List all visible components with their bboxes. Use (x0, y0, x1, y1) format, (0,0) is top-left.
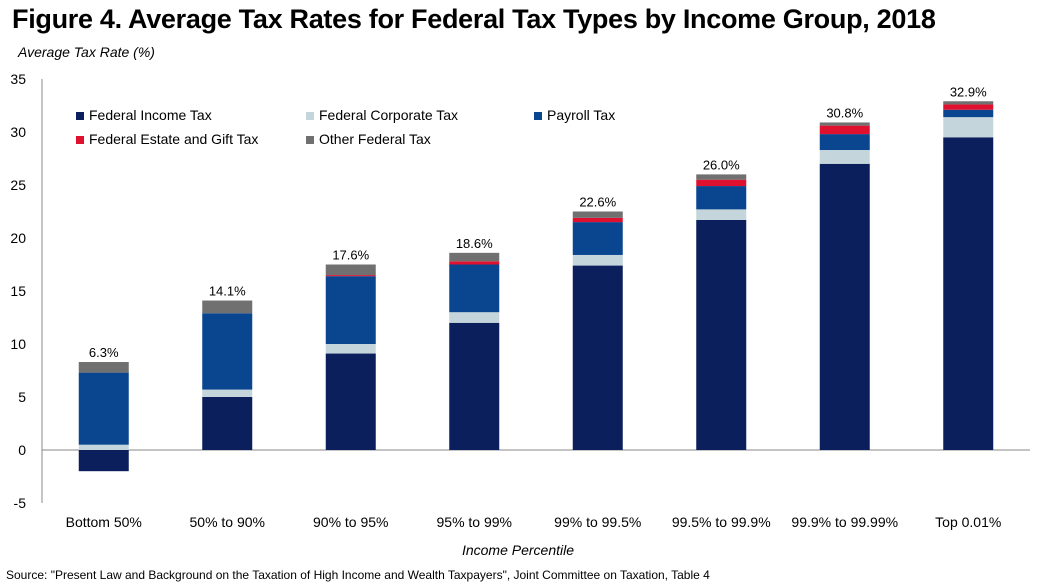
bar-segment-payroll-tax (202, 313, 253, 390)
bar-segment-federal-estate-and-gift-tax (696, 179, 747, 187)
bar-segment-federal-corporate-tax (819, 150, 870, 164)
bar-segment-federal-income-tax (78, 450, 129, 472)
bar-segment-federal-income-tax (696, 219, 747, 450)
x-tick-label: Bottom 50% (66, 514, 142, 530)
x-tick-label: 90% to 95% (313, 514, 389, 530)
bar-segment-federal-income-tax (943, 137, 994, 451)
total-label: 14.1% (209, 284, 246, 299)
legend: Federal Income Tax Federal Corporate Tax P… (76, 107, 615, 147)
legend-label: Other Federal Tax (319, 131, 431, 147)
bar-segment-federal-estate-and-gift-tax (325, 275, 376, 277)
bar-segment-other-federal-tax (696, 174, 747, 180)
legend-swatch (76, 136, 84, 144)
x-tick-label: 50% to 90% (190, 514, 266, 530)
total-label: 6.3% (89, 345, 119, 360)
bar-segment-payroll-tax (325, 276, 376, 344)
bar-segment-other-federal-tax (202, 300, 253, 314)
x-axis-tick-labels: Bottom 50% 50% to 90% 90% to 95% 95% to 99%… (66, 514, 1002, 530)
bar-segment-federal-corporate-tax (449, 312, 500, 323)
total-label: 18.6% (456, 236, 493, 251)
total-label: 32.9% (950, 84, 987, 99)
bar-segment-federal-corporate-tax (202, 389, 253, 397)
bar-segment-federal-income-tax (572, 265, 623, 450)
y-tick-label: 25 (10, 177, 26, 193)
total-label: 22.6% (579, 195, 616, 210)
chart-title: Figure 4. Average Tax Rates for Federal … (12, 4, 936, 34)
bar-segment-other-federal-tax (325, 264, 376, 276)
y-tick-label: 0 (18, 442, 26, 458)
bar-segment-federal-corporate-tax (943, 117, 994, 138)
y-tick-label: 35 (10, 71, 26, 87)
x-axis-label: Income Percentile (462, 542, 574, 558)
bar-segment-payroll-tax (78, 372, 129, 445)
legend-swatch (306, 112, 314, 120)
bar-segment-federal-corporate-tax (696, 209, 747, 220)
bar-segment-federal-income-tax (325, 353, 376, 450)
bar-segment-federal-income-tax (819, 163, 870, 451)
bar-segment-federal-estate-and-gift-tax (819, 125, 870, 135)
bar-segment-other-federal-tax (819, 122, 870, 126)
bar-stacks (78, 101, 994, 472)
bar-segment-federal-corporate-tax (572, 254, 623, 266)
legend-label: Federal Corporate Tax (319, 107, 458, 123)
x-tick-label: 99% to 99.5% (554, 514, 641, 530)
legend-label: Federal Income Tax (89, 107, 212, 123)
x-tick-label: 99.9% to 99.99% (791, 514, 898, 530)
bar-segment-payroll-tax (572, 222, 623, 255)
y-tick-label: 5 (18, 389, 26, 405)
bar-segment-other-federal-tax (78, 362, 129, 373)
y-axis-label: Average Tax Rate (%) (18, 44, 155, 60)
bar-segment-federal-income-tax (449, 322, 500, 450)
y-tick-label: -5 (14, 495, 27, 511)
x-tick-label: Top 0.01% (935, 514, 1001, 530)
source-note: Source: "Present Law and Background on t… (6, 568, 710, 582)
total-labels: 6.3% 14.1% 17.6% 18.6% 22.6% 26.0% 30.8% 32.9% (89, 84, 987, 360)
total-label: 26.0% (703, 157, 740, 172)
bar-segment-federal-income-tax (202, 397, 253, 450)
y-tick-label: 10 (10, 336, 26, 352)
bar-segment-federal-estate-and-gift-tax (572, 217, 623, 223)
bar-segment-federal-corporate-tax (325, 344, 376, 354)
y-tick-label: 15 (10, 283, 26, 299)
bar-segment-other-federal-tax (449, 252, 500, 262)
bar-segment-payroll-tax (449, 264, 500, 313)
legend-swatch (534, 112, 542, 120)
x-tick-label: 95% to 99% (437, 514, 513, 530)
legend-label: Federal Estate and Gift Tax (89, 131, 258, 147)
legend-label: Payroll Tax (547, 107, 615, 123)
bar-segment-other-federal-tax (572, 211, 623, 218)
total-label: 30.8% (826, 105, 863, 120)
y-axis-ticks: -5 0 5 10 15 20 25 30 35 (10, 71, 26, 511)
bar-segment-federal-estate-and-gift-tax (449, 261, 500, 265)
total-label: 17.6% (332, 248, 369, 263)
bar-segment-federal-corporate-tax (78, 444, 129, 450)
x-tick-label: 99.5% to 99.9% (672, 514, 771, 530)
bar-segment-payroll-tax (696, 186, 747, 210)
y-tick-label: 30 (10, 124, 26, 140)
bar-segment-payroll-tax (943, 109, 994, 118)
legend-swatch (76, 112, 84, 120)
y-tick-label: 20 (10, 230, 26, 246)
bar-segment-payroll-tax (819, 134, 870, 151)
bar-segment-federal-estate-and-gift-tax (943, 104, 994, 110)
legend-swatch (306, 136, 314, 144)
bar-segment-other-federal-tax (943, 101, 994, 105)
